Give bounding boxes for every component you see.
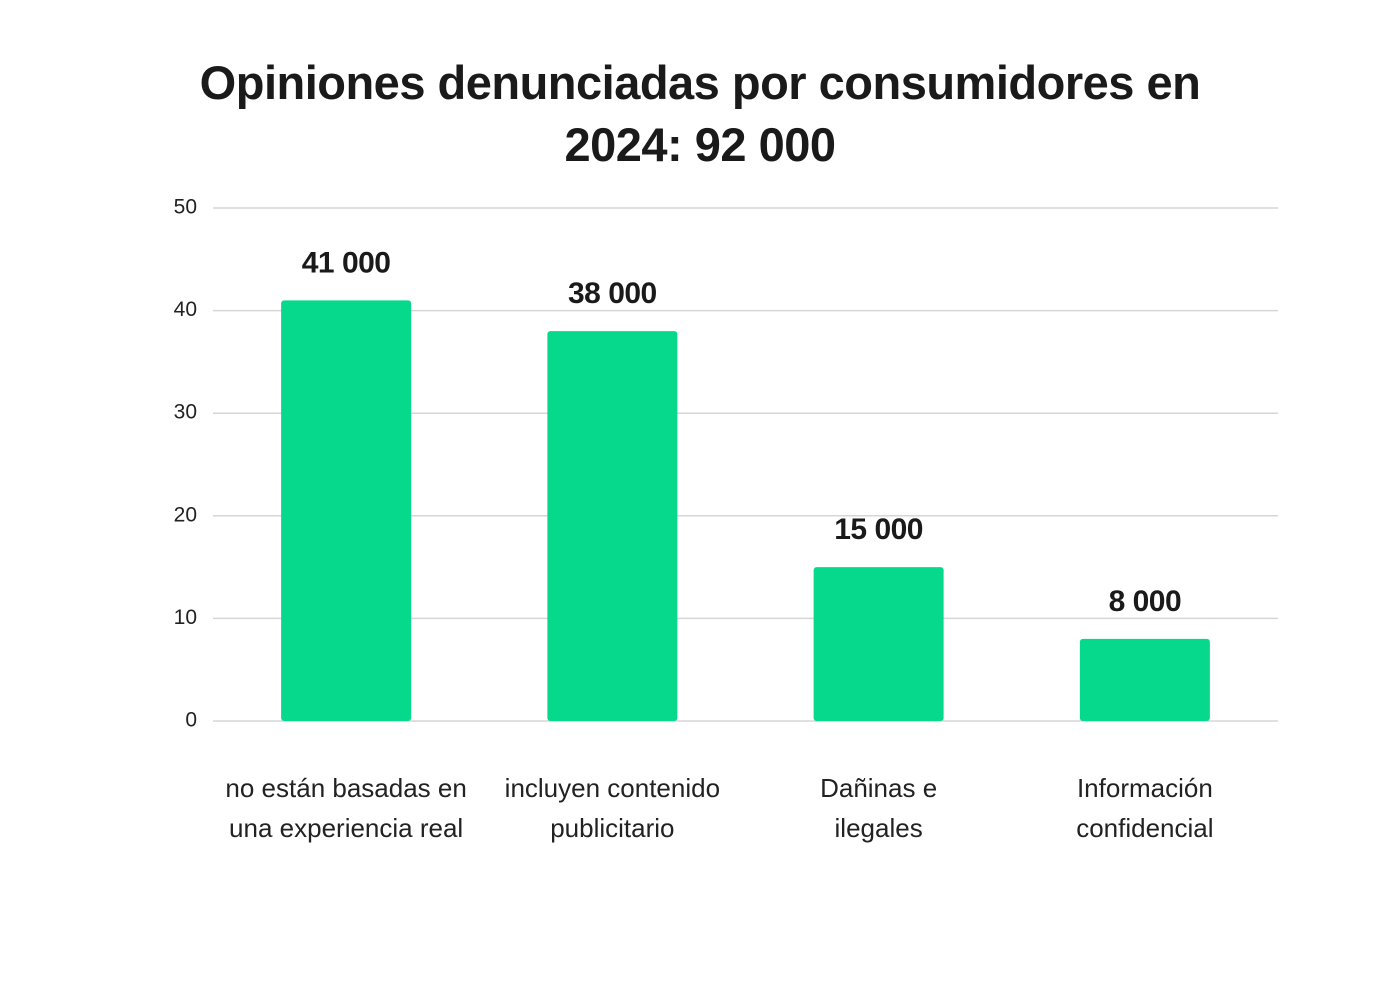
value-label: 38 000 bbox=[568, 277, 657, 310]
y-tick-label: 40 bbox=[174, 298, 197, 321]
x-tick-label: incluyen contenido bbox=[505, 773, 720, 803]
y-tick-label: 10 bbox=[174, 606, 197, 629]
bar bbox=[281, 300, 412, 721]
x-tick-label: Dañinas e bbox=[820, 773, 937, 803]
bar bbox=[813, 567, 944, 721]
y-tick-label: 0 bbox=[185, 709, 197, 732]
x-tick-label: una experiencia real bbox=[229, 813, 463, 843]
x-tick-label: publicitario bbox=[550, 813, 674, 843]
x-tick-label: no están basadas en bbox=[225, 773, 466, 803]
x-tick-label: confidencial bbox=[1076, 813, 1213, 843]
bar bbox=[1079, 638, 1210, 721]
x-tick-label: Información bbox=[1077, 773, 1213, 803]
value-label: 15 000 bbox=[834, 513, 923, 546]
value-label: 8 000 bbox=[1109, 585, 1182, 618]
bar bbox=[547, 331, 678, 721]
y-tick-label: 20 bbox=[174, 503, 197, 526]
chart-title: Opiniones denunciadas por consumidores e… bbox=[199, 56, 1201, 171]
x-tick-label: ilegales bbox=[835, 813, 923, 843]
y-tick-label: 50 bbox=[174, 196, 197, 219]
value-label: 41 000 bbox=[302, 246, 391, 279]
y-tick-label: 30 bbox=[174, 401, 197, 424]
